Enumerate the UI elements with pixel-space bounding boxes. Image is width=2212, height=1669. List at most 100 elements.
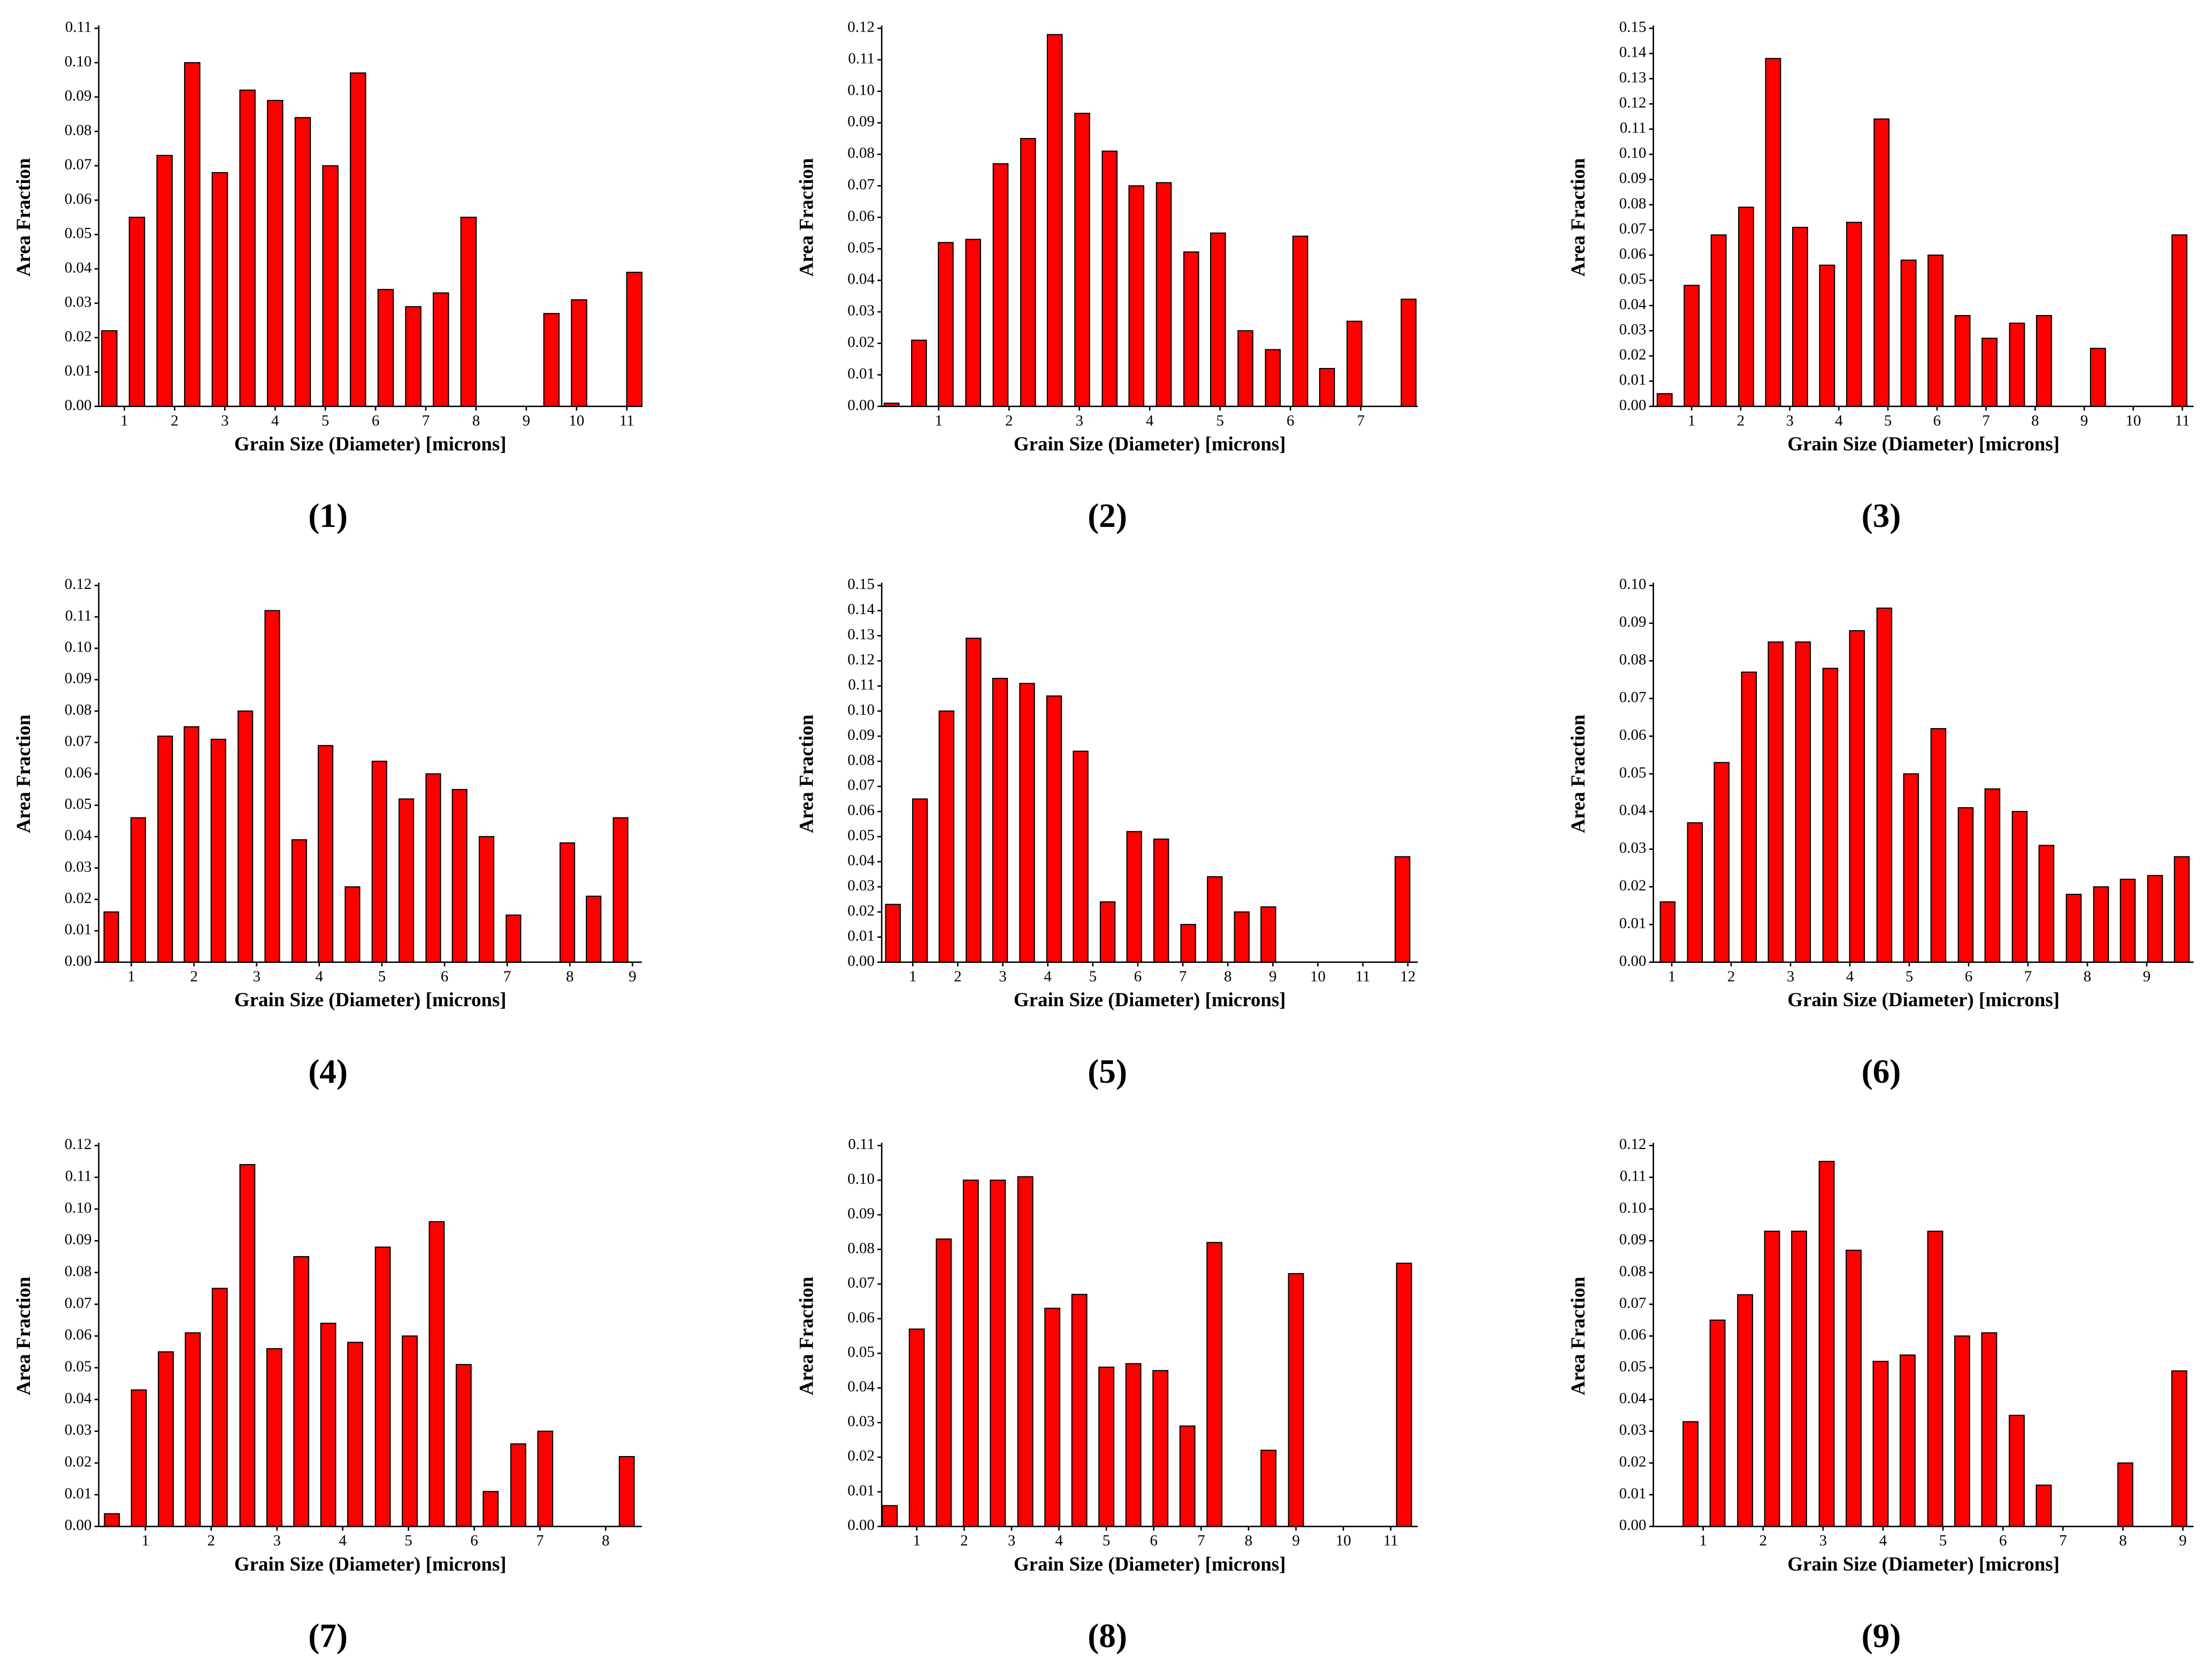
panel-caption: (1): [308, 497, 348, 534]
x-tick-label: 4: [1044, 968, 1052, 985]
y-tick-label: 0.06: [65, 190, 92, 208]
y-tick-label: 0.12: [847, 651, 875, 668]
y-tick-label: 0.10: [1619, 576, 1647, 593]
y-tick-label: 0.00: [847, 1517, 875, 1534]
y-tick-label: 0.02: [847, 1448, 875, 1465]
x-tick-label: 5: [404, 1532, 412, 1549]
bar: [1791, 1230, 1808, 1527]
y-tick-label: 0.08: [1619, 651, 1647, 668]
y-tick-label: 0.02: [65, 1453, 92, 1470]
y-axis-label: Area Fraction: [795, 715, 817, 833]
y-tick-label: 0.09: [1619, 170, 1647, 187]
y-axis-label: Area Fraction: [12, 715, 34, 833]
y-tick-label: 0.04: [1619, 802, 1647, 819]
y-tick-label: 0.04: [847, 852, 875, 869]
bar: [613, 817, 629, 963]
y-tick-label: 0.05: [1619, 764, 1647, 781]
bar: [266, 1348, 282, 1527]
bar: [1687, 822, 1703, 963]
x-tick-label: 5: [1216, 412, 1224, 429]
bar: [1710, 234, 1727, 407]
x-tick-label: 7: [2024, 968, 2032, 985]
y-tick-label: 0.01: [65, 1485, 92, 1502]
bar: [1020, 137, 1036, 407]
y-tick-label: 0.07: [65, 1295, 92, 1312]
y-tick-label: 0.00: [65, 952, 92, 969]
bar: [1207, 876, 1223, 963]
bar: [2038, 845, 2055, 963]
bar: [1683, 285, 1700, 407]
bar: [626, 272, 643, 407]
x-tick-label: 4: [1846, 968, 1854, 985]
bar: [966, 638, 982, 963]
bar: [1319, 368, 1335, 407]
y-tick-label: 0.11: [65, 19, 92, 36]
bar: [478, 836, 495, 963]
y-tick-label: 0.03: [847, 1413, 875, 1430]
y-tick-label: 0.10: [847, 81, 875, 98]
x-tick-label: 7: [1179, 968, 1187, 985]
bar: [1741, 671, 1757, 963]
x-tick-label: 8: [2084, 968, 2092, 985]
bar: [1179, 1425, 1196, 1527]
y-tick-label: 0.11: [848, 1136, 875, 1153]
y-tick-label: 0.06: [65, 1326, 92, 1343]
x-axis-label: Grain Size (Diameter) [microns]: [1787, 433, 2060, 455]
x-tick-label: 8: [472, 412, 480, 429]
bar: [506, 914, 522, 963]
bar: [451, 788, 468, 963]
panel-caption: (9): [1862, 1617, 1901, 1655]
bar: [2009, 323, 2025, 407]
bar: [1737, 1294, 1754, 1527]
bar: [1822, 668, 1839, 963]
bar: [1981, 1332, 1997, 1527]
x-tick-label: 6: [1150, 1532, 1158, 1549]
bar: [1101, 150, 1118, 407]
bar: [183, 726, 200, 963]
x-tick-label: 8: [2119, 1532, 2126, 1549]
y-tick-label: 0.09: [847, 726, 875, 744]
x-tick-label: 9: [629, 968, 637, 985]
bar: [1098, 1366, 1115, 1527]
y-tick-label: 0.00: [847, 396, 875, 414]
y-tick-label: 0.02: [1619, 877, 1647, 894]
y-axis-label: Area Fraction: [1567, 1277, 1589, 1396]
x-tick-label: 5: [378, 968, 386, 985]
x-axis-label: Grain Size (Diameter) [microns]: [234, 989, 507, 1011]
x-tick-label: 4: [271, 412, 279, 429]
bar: [1846, 1250, 1862, 1527]
bar: [1795, 641, 1811, 963]
bar: [1819, 264, 1835, 407]
x-tick-label: 2: [1737, 412, 1745, 429]
y-tick-label: 0.04: [65, 259, 92, 276]
y-tick-label: 0.14: [1619, 44, 1647, 61]
bar: [2117, 1462, 2133, 1527]
y-tick-label: 0.01: [847, 927, 875, 944]
bar: [1237, 330, 1253, 407]
y-tick-label: 0.04: [65, 1390, 92, 1407]
bar: [2173, 856, 2190, 963]
bar: [2093, 886, 2109, 963]
y-tick-label: 0.09: [847, 113, 875, 130]
bar: [936, 1238, 952, 1527]
bar: [1765, 58, 1781, 407]
bar: [158, 1351, 174, 1527]
y-tick-label: 0.06: [847, 802, 875, 819]
bar: [1713, 762, 1730, 963]
bar: [1818, 1161, 1835, 1527]
y-tick-label: 0.11: [65, 607, 92, 624]
x-axis-label: Grain Size (Diameter) [microns]: [1014, 989, 1286, 1011]
y-tick-label: 0.00: [1619, 1517, 1647, 1534]
y-tick-label: 0.03: [65, 1421, 92, 1438]
bar: [293, 1256, 310, 1527]
y-tick-label: 0.03: [65, 294, 92, 311]
y-axis-label: Area Fraction: [795, 1277, 817, 1396]
y-tick-label: 0.01: [65, 921, 92, 938]
bar: [185, 1332, 201, 1527]
y-tick-label: 0.05: [1619, 1358, 1647, 1375]
y-tick-label: 0.01: [1619, 915, 1647, 932]
bar: [322, 165, 339, 407]
bar: [347, 1342, 363, 1527]
x-tick-label: 5: [1905, 968, 1914, 985]
y-tick-label: 0.00: [847, 952, 875, 969]
